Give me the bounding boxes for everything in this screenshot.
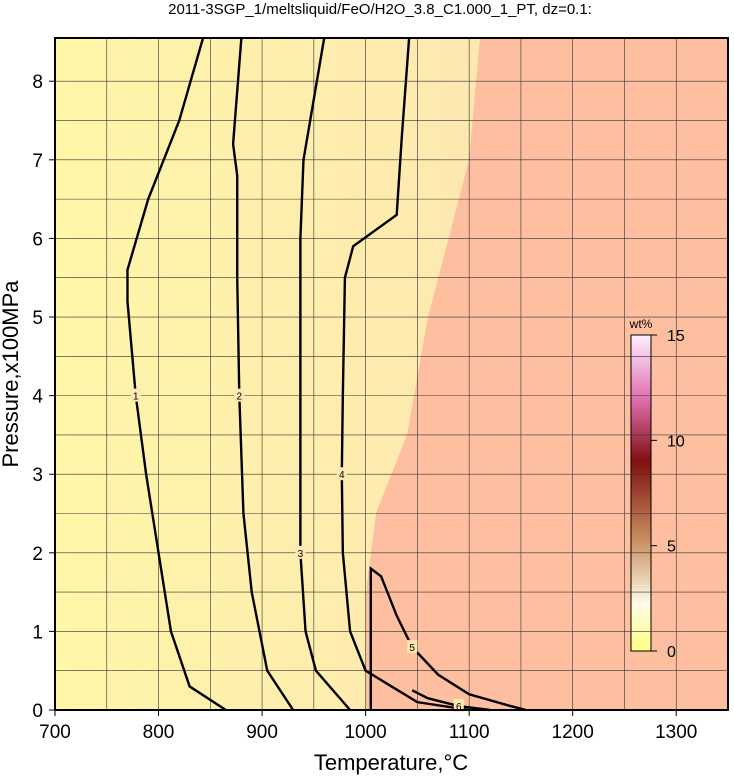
y-tick-label: 4 — [32, 387, 43, 408]
contour-label: 3 — [298, 549, 304, 560]
x-tick-label: 1200 — [552, 722, 594, 743]
contour-label-bg — [234, 388, 245, 402]
contour-label: 1 — [133, 392, 139, 403]
contour-line — [299, 37, 351, 711]
contour-label-bg — [130, 388, 141, 402]
contour-label-bg — [407, 640, 418, 654]
y-tick-label: 8 — [32, 72, 43, 93]
x-tick-label: 1100 — [449, 722, 490, 743]
y-tick-label: 6 — [32, 229, 43, 250]
plot-frame — [54, 37, 729, 711]
colorbar-label: wt% — [629, 317, 653, 331]
x-tick-label: 1000 — [344, 722, 386, 743]
contour-label: 5 — [409, 643, 415, 654]
contour-label: 6 — [456, 702, 462, 713]
y-tick-label: 0 — [32, 701, 43, 722]
colorbar-tick-label: 5 — [667, 539, 676, 556]
x-tick-label: 800 — [143, 722, 175, 743]
colorbar — [630, 334, 652, 652]
contour-label-bg — [295, 545, 306, 559]
y-tick-label: 1 — [32, 622, 43, 643]
chart-title: 2011-3SGP_1/meltsliquid/FeO/H2O_3.8_C1.0… — [168, 1, 592, 18]
contour-label-bg — [336, 467, 347, 481]
contour-line — [411, 689, 491, 712]
y-tick-label: 5 — [32, 308, 43, 329]
y-tick-label: 2 — [32, 544, 43, 565]
colorbar-tick-label: 0 — [667, 644, 676, 661]
contour-label-bg — [453, 699, 464, 713]
colorbar-tick-label: 15 — [667, 328, 685, 345]
y-tick-label: 3 — [32, 465, 43, 486]
x-tick-label: 900 — [246, 722, 278, 743]
contour-label: 4 — [339, 470, 345, 481]
colorbar-tick-label: 10 — [667, 433, 685, 450]
y-tick-label: 7 — [32, 151, 43, 172]
y-axis-label: Pressure,x100MPa — [0, 280, 23, 468]
contour-line — [340, 37, 470, 712]
x-axis-label: Temperature,°C — [314, 750, 468, 775]
x-tick-label: 700 — [39, 722, 71, 743]
x-tick-label: 1300 — [655, 722, 697, 743]
contour-label: 2 — [237, 392, 243, 403]
